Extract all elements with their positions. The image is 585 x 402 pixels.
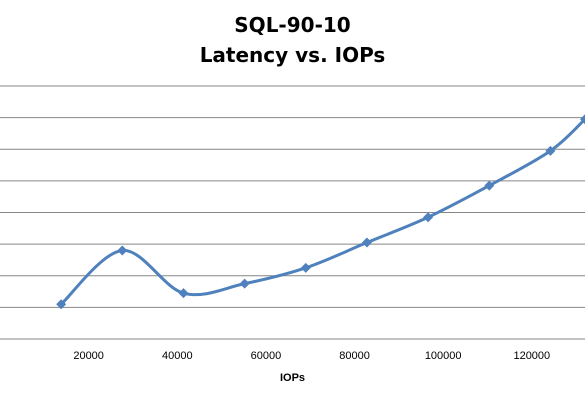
data-point-1 <box>56 299 67 310</box>
x-tick-label: 20000 <box>73 350 104 362</box>
series-markers <box>56 114 585 310</box>
x-tick-label: 60000 <box>251 350 282 362</box>
data-point-7 <box>423 212 434 223</box>
data-point-6 <box>361 237 372 248</box>
data-point-3 <box>178 288 189 299</box>
data-point-10 <box>580 114 585 125</box>
data-point-8 <box>484 180 495 191</box>
x-tick-labels: 20000 40000 60000 80000 100000 120000 <box>73 350 550 362</box>
series-line <box>59 117 585 306</box>
data-point-9 <box>545 145 556 156</box>
x-tick-label: 100000 <box>425 350 462 362</box>
x-axis-title: IOPs <box>280 372 305 384</box>
chart-title: SQL-90-10 <box>234 13 351 37</box>
data-point-4 <box>239 278 250 289</box>
gridlines <box>0 85 585 308</box>
x-tick-label: 120000 <box>513 350 550 362</box>
data-point-2 <box>117 245 128 256</box>
chart-subtitle: Latency vs. IOPs <box>199 43 386 67</box>
chart-title-block: SQL-90-10 Latency vs. IOPs <box>0 10 585 70</box>
x-tick-label: 40000 <box>162 350 193 362</box>
data-point-5 <box>300 262 311 273</box>
x-tick-label: 80000 <box>339 350 370 362</box>
